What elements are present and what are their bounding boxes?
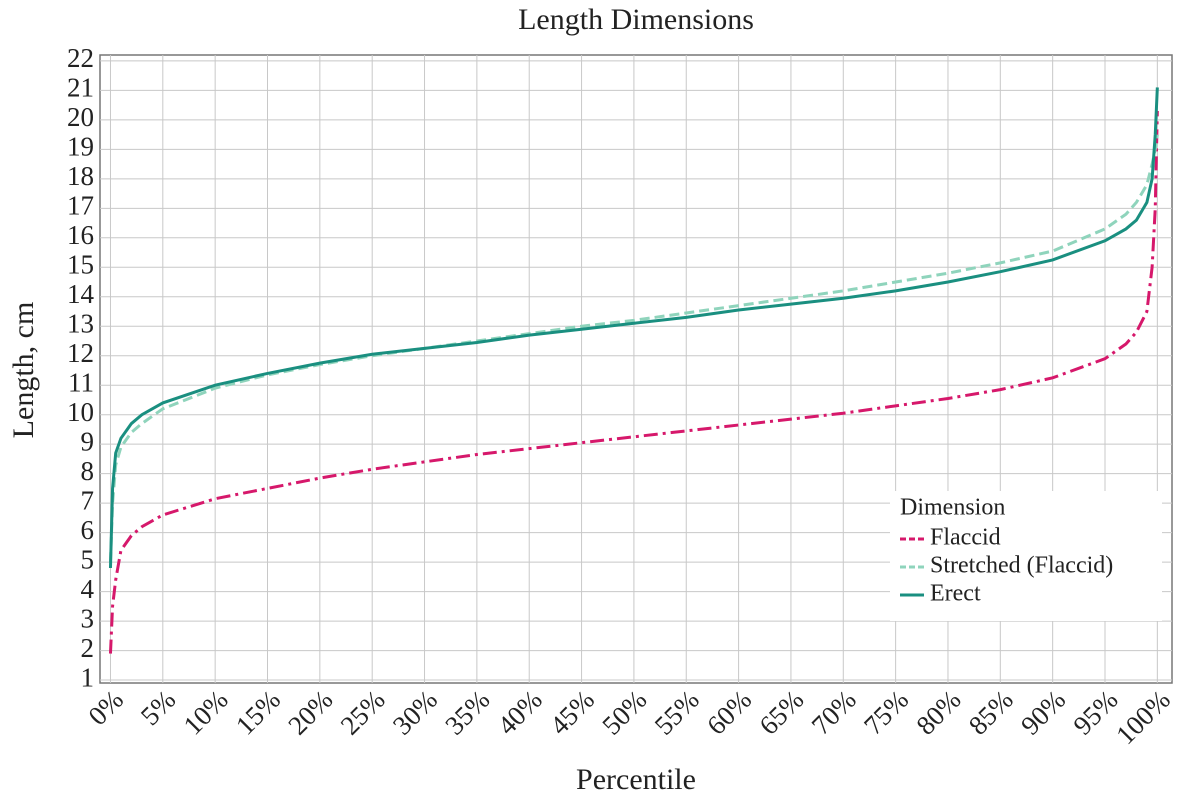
x-tick-label: 50% <box>596 684 652 740</box>
line-series <box>108 110 1159 654</box>
x-tick-label: 80% <box>910 684 966 740</box>
y-tick-label: 12 <box>67 338 94 368</box>
y-tick-label: 21 <box>67 73 94 103</box>
y-tick-label: 20 <box>67 102 94 132</box>
y-tick-label: 17 <box>67 191 94 221</box>
y-tick-label: 6 <box>81 515 95 545</box>
y-tick-label: 14 <box>67 279 95 309</box>
chart-title: Length Dimensions <box>518 3 754 36</box>
x-tick-label: 30% <box>387 684 443 740</box>
y-tick-label: 7 <box>81 485 95 515</box>
x-tick-label: 60% <box>701 684 757 740</box>
legend-title: Dimension <box>900 495 1005 521</box>
y-tick-label: 4 <box>81 574 95 604</box>
x-tick-label: 25% <box>335 684 391 740</box>
x-tick-label: 20% <box>282 684 338 740</box>
y-axis-title: Length, cm <box>7 302 40 439</box>
legend-label: Stretched (Flaccid) <box>930 553 1113 579</box>
x-tick-label: 55% <box>649 684 705 740</box>
x-tick-label: 90% <box>1015 684 1071 740</box>
y-tick-label: 10 <box>67 397 94 427</box>
y-tick-label: 11 <box>68 367 94 397</box>
y-tick-label: 8 <box>81 456 95 486</box>
x-tick-label: 10% <box>178 684 234 740</box>
x-tick-label: 70% <box>806 684 862 740</box>
y-tick-label: 22 <box>67 43 94 73</box>
x-tick-label: 40% <box>492 684 548 740</box>
y-tick-label: 16 <box>67 220 94 250</box>
x-axis-title: Percentile <box>576 763 696 796</box>
y-tick-label: 5 <box>81 544 95 574</box>
y-tick-label: 1 <box>81 662 95 692</box>
y-tick-label: 13 <box>67 308 94 338</box>
y-tick-label: 9 <box>81 426 95 456</box>
x-tick-label: 35% <box>439 684 495 740</box>
line-series <box>108 87 1159 569</box>
x-tick-label: 15% <box>230 684 286 740</box>
legend-label: Erect <box>930 581 981 607</box>
y-tick-label: 15 <box>67 249 94 279</box>
y-tick-label: 19 <box>67 132 94 162</box>
legend-box <box>890 491 1162 621</box>
y-tick-label: 18 <box>67 161 94 191</box>
x-tick-label: 5% <box>135 684 182 731</box>
x-tick-label: 100% <box>1110 684 1176 750</box>
y-tick-label: 3 <box>81 603 95 633</box>
x-tick-label: 85% <box>963 684 1019 740</box>
line-series <box>108 134 1159 563</box>
x-tick-label: 75% <box>858 684 914 740</box>
legend-label: Flaccid <box>930 525 1001 551</box>
x-tick-label: 45% <box>544 684 600 740</box>
x-tick-label: 65% <box>753 684 809 740</box>
y-tick-label: 2 <box>81 633 95 663</box>
